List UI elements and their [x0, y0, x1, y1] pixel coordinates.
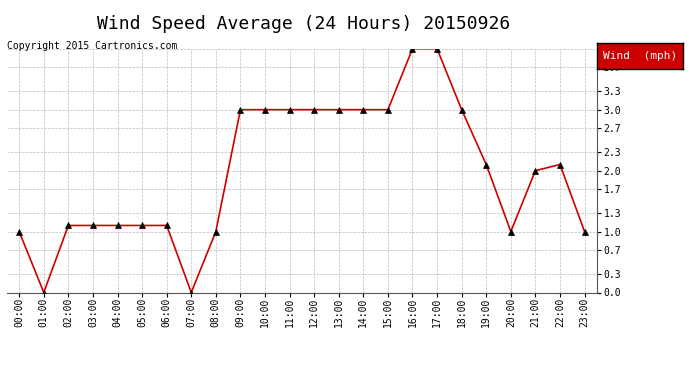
Text: Wind  (mph): Wind (mph): [603, 51, 677, 61]
Text: Copyright 2015 Cartronics.com: Copyright 2015 Cartronics.com: [7, 41, 177, 51]
Text: Wind Speed Average (24 Hours) 20150926: Wind Speed Average (24 Hours) 20150926: [97, 15, 510, 33]
